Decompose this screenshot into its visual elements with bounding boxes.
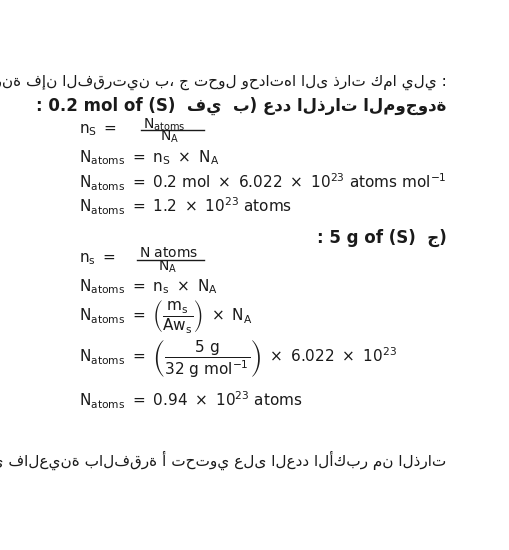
Text: $\mathrm{N_{atoms}\ =\ 0.2\ mol\ \times\ 6.022\ \times\ 10^{23}\ atoms\ mol^{-1}: $\mathrm{N_{atoms}\ =\ 0.2\ mol\ \times\… (79, 172, 447, 193)
Text: $\mathrm{N_{atoms}\ =\ 0.94\ \times\ 10^{23}\ atoms}$: $\mathrm{N_{atoms}\ =\ 0.94\ \times\ 10^… (79, 390, 303, 411)
Text: $\mathrm{N_{atoms}\ =\ n_S\ \times\ N_A}$: $\mathrm{N_{atoms}\ =\ n_S\ \times\ N_A}… (79, 148, 220, 167)
Text: للمقارنة فإن الفقرتين ب، ج تحول وحداتها الى ذرات كما يلي :: للمقارنة فإن الفقرتين ب، ج تحول وحداتها … (0, 74, 446, 90)
Text: $\mathrm{N\ atoms}$: $\mathrm{N\ atoms}$ (138, 246, 198, 260)
Text: $\mathrm{N_{atoms}\ =\ 1.2\ \times\ 10^{23}\ atoms}$: $\mathrm{N_{atoms}\ =\ 1.2\ \times\ 10^{… (79, 196, 293, 217)
Text: $\mathrm{N_A}$: $\mathrm{N_A}$ (157, 258, 177, 275)
Text: .وبالتالي فالعينة بالفقرة أ تحتوي على العدد الأكبر من الذرات: .وبالتالي فالعينة بالفقرة أ تحتوي على ال… (0, 451, 446, 470)
Text: $\mathrm{N_{atoms}\ =\ n_s\ \times\ N_A}$: $\mathrm{N_{atoms}\ =\ n_s\ \times\ N_A}… (79, 278, 218, 296)
Text: $\mathrm{n_S\ =}$: $\mathrm{n_S\ =}$ (79, 123, 118, 138)
Text: : 5 g of (S)  ج): : 5 g of (S) ج) (317, 228, 446, 246)
Text: $\mathrm{N_{atoms}}$: $\mathrm{N_{atoms}}$ (143, 116, 185, 133)
Text: $\mathrm{N_{atoms}\ =\ \left(\dfrac{m_s}{Aw_s}\right)\ \times\ N_A}$: $\mathrm{N_{atoms}\ =\ \left(\dfrac{m_s}… (79, 300, 253, 337)
Text: : 0.2 mol of (S)  في  ب) عدد الذرات الموجودة: : 0.2 mol of (S) في ب) عدد الذرات الموجو… (36, 97, 446, 116)
Text: $\mathrm{N_{atoms}\ =\ \left(\dfrac{5\ g}{32\ g\ mol^{-1}}\right)\ \times\ 6.022: $\mathrm{N_{atoms}\ =\ \left(\dfrac{5\ g… (79, 338, 398, 380)
Text: $\mathrm{N_A}$: $\mathrm{N_A}$ (160, 129, 179, 145)
Text: $\mathrm{n_s\ =}$: $\mathrm{n_s\ =}$ (79, 252, 116, 267)
